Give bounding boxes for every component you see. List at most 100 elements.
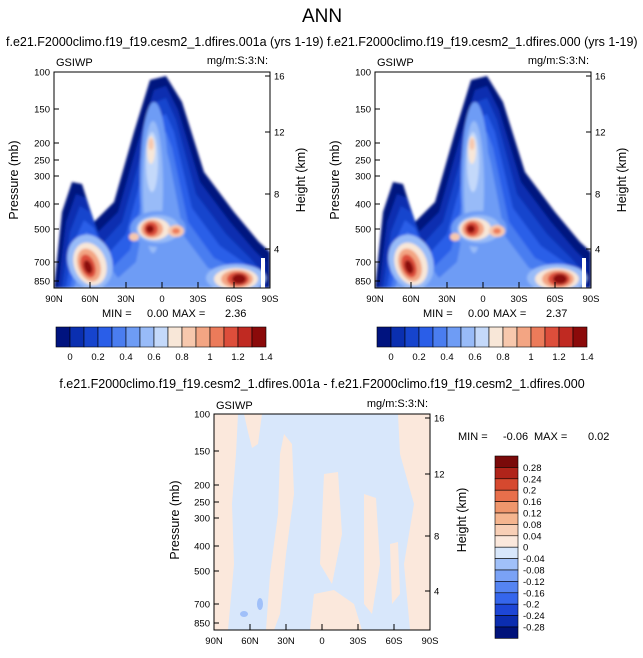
panel-diff-colorbar: 0.280.240.20.160.120.080.040-0.04-0.08-0…	[494, 455, 545, 639]
panel-left-height-label: Height (km)	[294, 148, 308, 213]
panel-diff-positive-region	[310, 590, 362, 630]
panel-right-colorbar-box	[572, 326, 588, 348]
panel-diff-xtick-label: 90N	[205, 636, 223, 647]
panel-diff-colorbar-label: -0.12	[523, 577, 545, 588]
panel-right-max-value: 2.37	[546, 308, 567, 320]
panel-left-colorbar-box	[125, 326, 141, 348]
panel-right-ytick-label: 100	[355, 68, 371, 79]
panel-diff-ytick-label: 200	[194, 481, 210, 492]
panel-left-field	[54, 76, 270, 288]
panel-left-ytick-label: 300	[34, 172, 50, 183]
panel-left-max-label: MAX =	[172, 308, 205, 320]
panel-left-stats: MIN = 0.00 MAX = 2.36	[102, 308, 246, 320]
panel-diff-max-label: MAX =	[534, 431, 567, 443]
panel-left-colorbar-label: 1.2	[231, 352, 244, 363]
panel-left-colorbar-box	[223, 326, 239, 348]
panel-left-colorbar: 0 0.2 0.4 0.6 0.8 1 1.2 1.4	[55, 326, 273, 363]
panel-diff-colorbar-label: 0.04	[523, 531, 542, 542]
panel-diff-positive-region	[244, 414, 262, 448]
panel-diff-frame	[213, 413, 431, 631]
panel-left-tropical-max	[129, 233, 139, 241]
panel-right-ytick-label: 250	[355, 156, 371, 167]
panel-diff-field	[214, 414, 430, 630]
panel-diff-max-value: 0.02	[588, 431, 609, 443]
panel-left-colorbar-label: 1.4	[259, 352, 272, 363]
panel-right-stats: MIN = 0.00 MAX = 2.37	[423, 308, 567, 320]
panel-left-colorbar-label: 0.6	[147, 352, 160, 363]
panel-left-tropical-column	[148, 138, 154, 150]
panel-left-xtick-label: 30N	[117, 294, 135, 305]
panel-right-xtick-label: 30N	[438, 294, 456, 305]
panel-left-colorbar-label: 0.4	[119, 352, 132, 363]
panel-right-ytick-label: 150	[355, 105, 371, 116]
panel-right-sh-max	[553, 274, 567, 284]
panel-right-units: mg/m:S:3:N:	[528, 55, 589, 67]
panel-right-tropical-max	[493, 228, 501, 234]
panel-diff-colorbar-label: 0.12	[523, 509, 542, 520]
panel-right-min-label: MIN =	[423, 308, 453, 320]
panel-diff-ytick-label: 250	[194, 498, 210, 509]
panel-left-xtick-label: 0	[159, 294, 164, 305]
panel-right-xtick-label: 60S	[547, 294, 564, 305]
panel-left-colorbar-box	[181, 326, 197, 348]
panel-left-colorbar-box	[195, 326, 211, 348]
panel-left-ytick-label: 400	[34, 200, 50, 211]
panel-left-xtick-label: 90N	[45, 294, 63, 305]
panel-right-colorbar-label: 0.8	[496, 352, 509, 363]
panel-diff-positive-region	[214, 414, 238, 630]
panel-right-height-tick-label: 12	[595, 128, 606, 139]
panel-diff-xtick-label: 90S	[422, 636, 439, 647]
panel-diff-positive-region	[266, 434, 294, 630]
panel-left-units: mg/m:S:3:N:	[207, 55, 268, 67]
panel-left: f.e21.F2000climo.f19_f19.cesm2_1.dfires.…	[6, 35, 324, 363]
panel-right-xtick-label: 30S	[511, 294, 528, 305]
panel-right-variable: GSIWP	[377, 57, 414, 69]
panel-right-frame	[374, 71, 592, 289]
panel-right-colorbar-label: 1	[528, 352, 533, 363]
panel-diff-height-tick-label: 4	[434, 587, 439, 598]
panel-left-ytick-label: 200	[34, 139, 50, 150]
panel-left-colorbar-box	[209, 326, 225, 348]
panel-right-colorbar-box	[418, 326, 434, 348]
panel-left-colorbar-label: 0.2	[91, 352, 104, 363]
panel-diff-xtick-label: 0	[319, 636, 324, 647]
panel-diff-colorbar-label: -0.08	[523, 566, 545, 577]
panel-diff-xtick-label: 60N	[241, 636, 259, 647]
panel-left-colorbar-box	[69, 326, 85, 348]
panel-left-sh-max	[232, 274, 246, 284]
panel-diff-units: mg/m:S:3:N:	[367, 398, 428, 410]
panel-diff-positive-region	[398, 414, 430, 630]
panel-diff-colorbar-label: 0.28	[523, 463, 542, 474]
panel-diff: f.e21.F2000climo.f19_f19.cesm2_1.dfires.…	[59, 377, 609, 647]
panel-diff-colorbar-box	[494, 535, 519, 548]
panel-diff-colorbar-label: -0.2	[523, 600, 539, 611]
panel-diff-plot: 90N 60N 30N 0 30S 60S 90S 100 150 200 250 300 400 500…	[194, 410, 444, 648]
panel-diff-xtick-label: 30N	[277, 636, 295, 647]
panel-diff-ytick-label: 400	[194, 542, 210, 553]
figure-title: ANN	[302, 6, 342, 27]
panel-diff-colorbar-box	[494, 501, 519, 514]
panel-left-ytick-label: 250	[34, 156, 50, 167]
panel-diff-colorbar-box	[494, 512, 519, 525]
panel-right-colorbar-box	[502, 326, 518, 348]
panel-diff-positive-region	[390, 542, 400, 604]
panel-right-ytick-label: 200	[355, 139, 371, 150]
panel-right-ytick-label: 400	[355, 200, 371, 211]
panel-right-min-value: 0.00	[468, 308, 489, 320]
panel-right-plot: 90N 60N 30N 0 30S 60S 90S 100 150 200 250 300 400 500…	[355, 68, 605, 306]
panel-left-colorbar-box	[237, 326, 253, 348]
panel-right-xtick-label: 90N	[366, 294, 384, 305]
panel-diff-ytick-label: 100	[194, 410, 210, 421]
panel-left-colorbar-box	[111, 326, 127, 348]
panel-left-height-tick-label: 16	[274, 72, 285, 83]
panel-diff-colorbar-label: 0.16	[523, 497, 542, 508]
panel-diff-colorbar-label: -0.24	[523, 611, 545, 622]
panel-left-xtick-label: 90S	[262, 294, 279, 305]
panel-diff-ytick-label: 150	[194, 447, 210, 458]
panel-diff-colorbar-label: -0.16	[523, 588, 545, 599]
panel-left-tropical-max	[146, 225, 154, 233]
panel-right-tropical-column	[469, 138, 475, 150]
panel-right-height-tick-label: 16	[595, 72, 606, 83]
panel-right-colorbar-box	[446, 326, 462, 348]
